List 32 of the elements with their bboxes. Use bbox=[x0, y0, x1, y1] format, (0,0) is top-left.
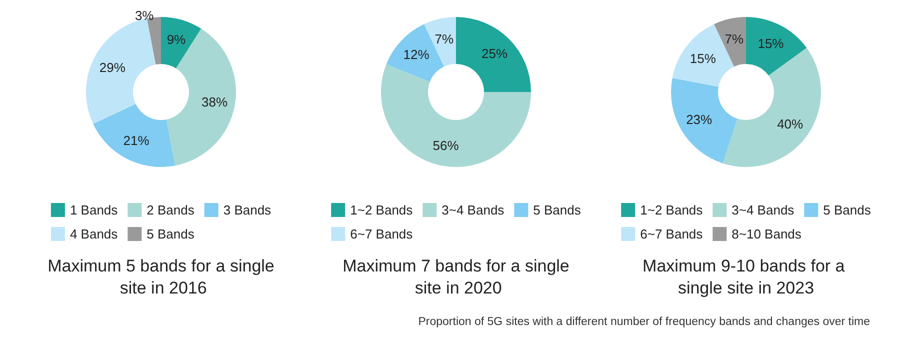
legend-label: 1~2 Bands bbox=[640, 202, 704, 218]
data-label: 29% bbox=[99, 60, 126, 75]
legend-label: 1 Bands bbox=[70, 202, 118, 218]
data-label: 7% bbox=[434, 31, 454, 46]
text: Maximum 9-10 bands for a single site in 2023 bbox=[642, 256, 850, 298]
data-label: 38% bbox=[202, 94, 228, 110]
data-label: 7% bbox=[724, 31, 744, 46]
data-label: 9% bbox=[166, 32, 186, 48]
data-label: 40% bbox=[777, 116, 804, 132]
legend-label: 4 Bands bbox=[70, 226, 118, 242]
legend-label: 5 Bands bbox=[823, 202, 872, 218]
legend-label: 1~2 Bands bbox=[350, 202, 414, 218]
data-label: 21% bbox=[123, 133, 150, 148]
data-label: 15% bbox=[758, 36, 784, 51]
legend-label: 8~10 Bands bbox=[732, 226, 802, 242]
data-label: 15% bbox=[690, 51, 716, 66]
data-label: 23% bbox=[686, 112, 713, 128]
legend-label: 6~7 Bands bbox=[640, 226, 704, 242]
legend-label: 5 Bands bbox=[146, 226, 195, 242]
text: Maximum 5 bands for a single site in 2016 bbox=[48, 256, 274, 298]
data-label: 56% bbox=[432, 138, 460, 154]
data-label: 3% bbox=[134, 8, 154, 23]
legend-label: 3~4 Bands bbox=[442, 202, 505, 218]
text: Maximum 7 bands for a single site in 2020 bbox=[342, 256, 570, 298]
data-label: 25% bbox=[482, 46, 508, 61]
data-label: 12% bbox=[403, 47, 430, 62]
text: Proportion of 5G sites with a different number of frequency bands and changes over time bbox=[417, 316, 870, 328]
legend-label: 2 Bands bbox=[146, 202, 195, 218]
legend-label: 3 Bands bbox=[223, 202, 272, 218]
legend-label: 5 Bands bbox=[533, 202, 582, 218]
legend-label: 3~4 Bands bbox=[732, 202, 795, 218]
legend-label: 6~7 Bands bbox=[350, 226, 414, 242]
